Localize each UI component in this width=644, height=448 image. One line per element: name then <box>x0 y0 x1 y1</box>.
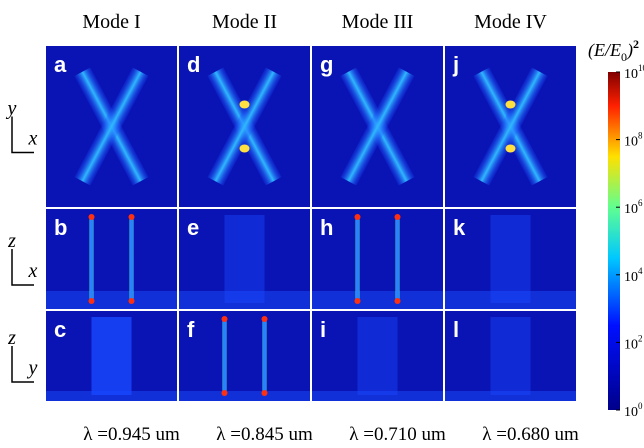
hotspot <box>395 214 401 220</box>
hotspot <box>355 214 361 220</box>
hotspot <box>506 145 516 153</box>
wavelength-label: λ =0.710 um <box>349 424 446 445</box>
panel-letter: a <box>54 52 67 77</box>
rod-edge <box>356 217 360 301</box>
panel-letter: f <box>187 317 195 342</box>
rod-body <box>92 317 132 395</box>
panel-letter: j <box>452 52 459 77</box>
substrate-field <box>179 391 310 401</box>
rod-edge <box>263 319 267 393</box>
panel-letter: c <box>54 317 66 342</box>
panel-letter: i <box>320 317 326 342</box>
substrate-field <box>46 291 177 309</box>
tick-exp: 4 <box>638 266 643 276</box>
hotspot <box>240 145 250 153</box>
axis-label: x <box>28 260 38 282</box>
panel-letter: b <box>54 215 67 240</box>
colorbar-title: (E/E0)2 <box>588 37 639 64</box>
column-header: Mode II <box>212 11 277 33</box>
colorbar-tick-label: 1010 <box>624 63 644 82</box>
tick-exp: 10 <box>638 63 644 73</box>
tick-base: 10 <box>624 337 638 352</box>
rod-edge <box>396 217 400 301</box>
panel-letter: d <box>187 52 200 77</box>
rod-edge <box>223 319 227 393</box>
hotspot <box>129 298 135 304</box>
rod-body <box>225 215 265 303</box>
hotspot <box>129 214 135 220</box>
hotspot <box>89 214 95 220</box>
panel-letter: k <box>453 215 466 240</box>
tick-base: 10 <box>624 405 638 420</box>
rod-body <box>491 317 531 395</box>
wavelength-label: λ =0.945 um <box>83 424 180 445</box>
hotspot <box>262 390 268 396</box>
axis-label: z <box>7 230 16 252</box>
hotspot <box>89 298 95 304</box>
axis-label: z <box>7 327 16 349</box>
hotspot <box>506 101 516 109</box>
colorbar-tick-label: 106 <box>624 198 643 217</box>
tick-base: 10 <box>624 67 638 82</box>
colorbar-tick-label: 102 <box>624 333 643 352</box>
tick-exp: 8 <box>638 131 643 141</box>
rod-body <box>358 317 398 395</box>
panel-letter: l <box>453 317 459 342</box>
rod-body <box>491 215 531 303</box>
colorbar-tick-label: 104 <box>624 266 643 285</box>
title-main: (E/E <box>588 40 621 61</box>
title-close: ) <box>626 40 633 61</box>
tick-base: 10 <box>624 270 638 285</box>
axis-label: y <box>6 98 17 120</box>
wavelength-label: λ =0.845 um <box>216 424 313 445</box>
column-header: Mode III <box>342 11 414 33</box>
panel-letter: e <box>187 215 199 240</box>
tick-exp: 0 <box>638 401 643 411</box>
axis-label: y <box>27 357 38 379</box>
panel-letter: h <box>320 215 333 240</box>
field-panel <box>179 311 310 401</box>
column-header: Mode I <box>82 11 140 33</box>
tick-exp: 6 <box>638 198 643 208</box>
colorbar-tick-label: 108 <box>624 131 643 150</box>
hotspot <box>262 316 268 322</box>
column-header: Mode IV <box>474 11 547 33</box>
rod-edge <box>130 217 134 301</box>
hotspot <box>395 298 401 304</box>
figure: Mode I Mode II Mode III Mode IV a d g j b e h k c f i l… <box>0 0 644 448</box>
tick-exp: 2 <box>638 333 643 343</box>
title-sup: 2 <box>633 37 639 51</box>
tick-base: 10 <box>624 202 638 217</box>
hotspot <box>240 101 250 109</box>
colorbar-tick-label: 100 <box>624 401 643 420</box>
panel-letter: g <box>320 52 333 77</box>
rod-edge <box>90 217 94 301</box>
hotspot <box>222 390 228 396</box>
hotspot <box>222 316 228 322</box>
tick-base: 10 <box>624 135 638 150</box>
axis-label: x <box>28 128 38 150</box>
hotspot <box>355 298 361 304</box>
colorbar <box>608 72 620 410</box>
wavelength-label: λ =0.680 um <box>482 424 579 445</box>
substrate-field <box>312 291 443 309</box>
